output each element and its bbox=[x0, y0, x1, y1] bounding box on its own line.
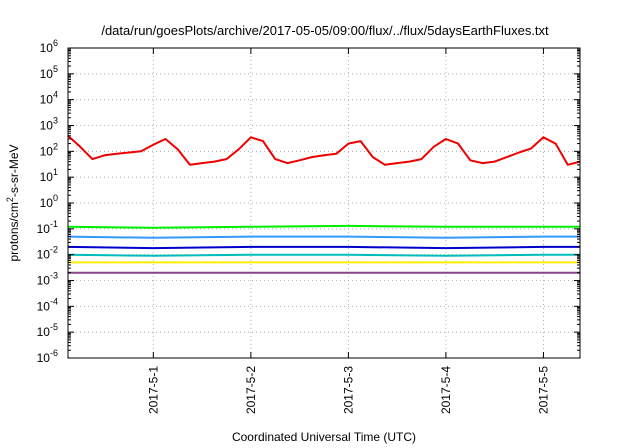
y-tick-label: 100 bbox=[40, 193, 58, 210]
y-tick-label-base: 10 bbox=[40, 144, 54, 158]
y-tick-label-base: 10 bbox=[40, 119, 54, 133]
y-tick-label-base: 10 bbox=[40, 196, 54, 210]
y-tick-label-exp: 1 bbox=[53, 167, 58, 177]
y-tick-label: 106 bbox=[40, 38, 58, 55]
ticks bbox=[68, 47, 580, 359]
y-tick-label-exp: 2 bbox=[53, 141, 58, 151]
x-tick-label: 2017-5-3 bbox=[341, 366, 355, 414]
series-layer bbox=[67, 135, 581, 274]
x-tick-label: 2017-5-1 bbox=[146, 366, 160, 414]
y-tick-label: 104 bbox=[40, 90, 58, 107]
y-tick-label: 10-1 bbox=[37, 219, 58, 236]
x-tick-label: 2017-5-2 bbox=[244, 366, 258, 414]
y-tick-label: 10-5 bbox=[37, 322, 58, 339]
y-tick-label-base: 10 bbox=[37, 351, 51, 365]
y-tick-label: 105 bbox=[40, 64, 58, 81]
y-tick-label-base: 10 bbox=[37, 299, 51, 313]
y-tick-label-exp: 6 bbox=[53, 38, 58, 48]
y-tick-label: 10-4 bbox=[37, 296, 58, 313]
y-axis-label-post: -s-sr-MeV bbox=[7, 144, 21, 197]
series-line bbox=[67, 253, 580, 257]
y-tick-label-base: 10 bbox=[40, 67, 54, 81]
x-axis-label: Coordinated Universal Time (UTC) bbox=[232, 430, 416, 444]
x-tick-label: 2017-5-5 bbox=[536, 366, 550, 414]
y-axis-label-sup: 2 bbox=[5, 197, 15, 202]
y-tick-label-exp: 5 bbox=[53, 64, 58, 74]
y-tick-label-base: 10 bbox=[40, 170, 54, 184]
y-tick-label: 102 bbox=[40, 141, 58, 158]
y-tick-label: 101 bbox=[40, 167, 58, 184]
y-axis-label-pre: protons/cm bbox=[7, 202, 21, 261]
y-tick-label-exp: -1 bbox=[50, 219, 58, 229]
y-tick-label-base: 10 bbox=[40, 93, 54, 107]
y-tick-label-exp: -4 bbox=[50, 296, 58, 306]
y-tick-label-exp: 0 bbox=[53, 193, 58, 203]
y-tick-label-exp: -6 bbox=[50, 348, 58, 358]
series-line bbox=[67, 245, 580, 250]
y-tick-label-base: 10 bbox=[40, 41, 54, 55]
grid bbox=[68, 48, 580, 358]
y-tick-label-exp: -5 bbox=[50, 322, 58, 332]
series-line bbox=[67, 235, 580, 239]
y-tick-label: 10-2 bbox=[37, 245, 58, 262]
y-tick-label-base: 10 bbox=[37, 325, 51, 339]
y-tick-label-base: 10 bbox=[37, 222, 51, 236]
y-tick-label-exp: 3 bbox=[53, 116, 58, 126]
y-tick-label: 10-3 bbox=[37, 271, 58, 288]
y-tick-label-base: 10 bbox=[37, 248, 51, 262]
y-tick-label: 10-6 bbox=[37, 348, 58, 365]
y-tick-label-exp: 4 bbox=[53, 90, 58, 100]
series-line bbox=[67, 224, 580, 229]
y-tick-label: 103 bbox=[40, 116, 58, 133]
series-line bbox=[67, 135, 581, 166]
chart-title: /data/run/goesPlots/archive/2017-05-05/0… bbox=[101, 23, 549, 38]
y-tick-label-exp: -3 bbox=[50, 271, 58, 281]
y-tick-label-base: 10 bbox=[37, 274, 51, 288]
x-tick-label: 2017-5-4 bbox=[439, 366, 453, 414]
y-axis-label: protons/cm2-s-sr-MeV bbox=[5, 144, 21, 261]
svg-text:protons/cm2-s-sr-MeV: protons/cm2-s-sr-MeV bbox=[5, 144, 21, 261]
y-tick-label-exp: -2 bbox=[50, 245, 58, 255]
